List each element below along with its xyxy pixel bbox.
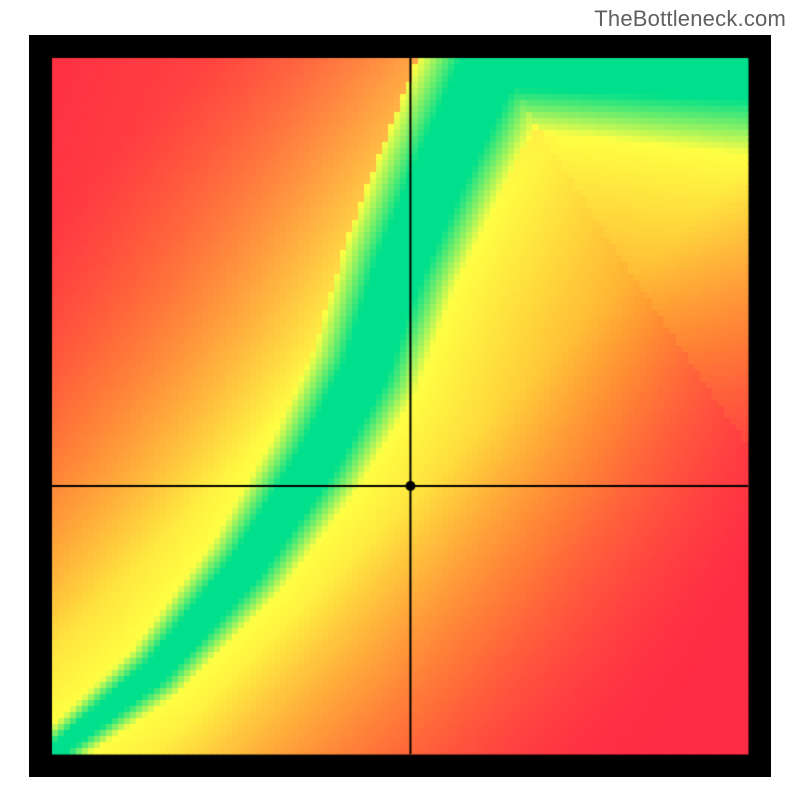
watermark-text: TheBottleneck.com bbox=[594, 6, 786, 32]
heatmap-plot bbox=[29, 35, 771, 777]
heatmap-canvas bbox=[29, 35, 771, 777]
